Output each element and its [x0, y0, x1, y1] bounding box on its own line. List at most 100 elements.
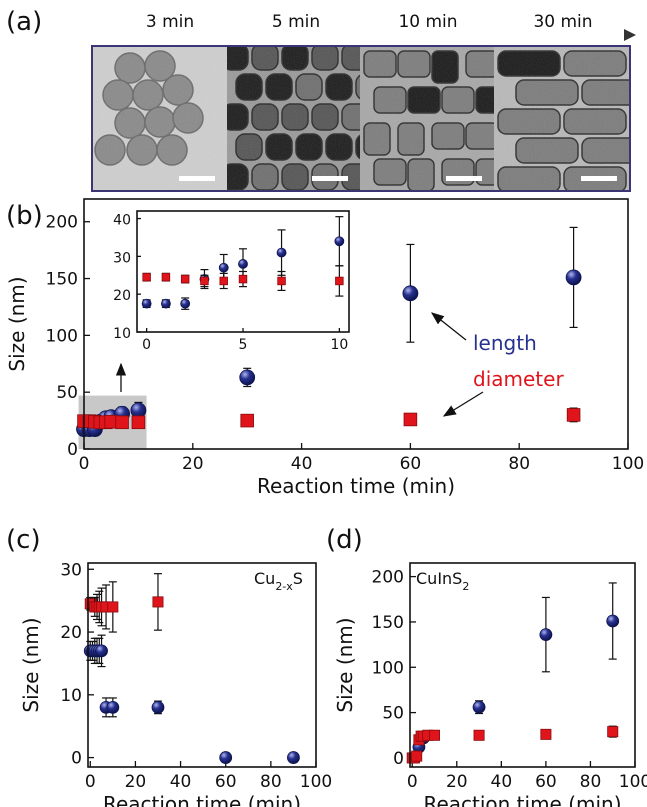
length-arrow: [430, 312, 467, 341]
data-point-diameter: [240, 413, 254, 428]
panel-c: (c) 0 20 40 60 80 100 0 10 20 30 Reaction time (mi…: [6, 525, 332, 807]
data-point-length: [402, 285, 419, 302]
series-diameter: [77, 407, 581, 430]
chart-c: 0 20 40 60 80 100 0 10 20 30 Reaction time (min) Si…: [19, 560, 332, 807]
data-point-length: [106, 700, 120, 714]
plot-frame: [136, 210, 350, 333]
x-tick-label: 100: [619, 772, 647, 792]
data-point-diameter: [131, 415, 146, 430]
corner-label-c: Cu2-xS: [254, 569, 303, 593]
y-tick-label: 20: [60, 623, 82, 643]
y-tick-label: 150: [46, 270, 78, 290]
panel-label-a: (a): [6, 7, 42, 37]
corner-label-d: CuInS2: [416, 569, 469, 593]
data-point-length: [606, 614, 620, 628]
y-tick-label: 10: [113, 326, 131, 342]
series-diameter: [142, 265, 344, 297]
x-tick-label: 80: [580, 772, 602, 792]
y-tick-label: 20: [113, 288, 131, 304]
series-length: [83, 634, 300, 764]
x-tick-label: 40: [491, 772, 513, 792]
diameter-arrow: [442, 391, 484, 417]
data-point-diameter: [411, 750, 423, 762]
data-point-diameter: [142, 272, 151, 282]
x-tick-label: 0: [79, 454, 90, 474]
plot-frame: [409, 562, 636, 768]
y-tick-label: 50: [56, 383, 78, 403]
x-tick-label: 60: [400, 454, 422, 474]
y-tick-label: 10: [60, 686, 82, 706]
annotation-length: length: [473, 331, 537, 355]
data-point-diameter: [566, 408, 581, 422]
x-tick-label: 80: [508, 454, 530, 474]
tem-image-strip: [93, 47, 629, 190]
tem-image-2: [227, 47, 360, 190]
annotation-diameter: diameter: [473, 367, 564, 391]
data-point-diameter: [540, 728, 552, 740]
tem-image-3: [360, 47, 494, 190]
data-point-length: [180, 298, 191, 309]
tem-image-1: [93, 47, 227, 190]
data-point-length: [151, 700, 165, 714]
data-point-length: [334, 236, 345, 247]
x-tick-label: 20: [446, 772, 468, 792]
data-point-diameter: [335, 276, 344, 286]
panel-a: (a) 3 min 5 min 10 min 30 min: [6, 7, 636, 192]
time-arrow-head-icon: [624, 29, 636, 41]
y-tick-label: 200: [46, 213, 78, 233]
x-tick-label: 80: [260, 772, 282, 792]
y-tick-label: 100: [372, 658, 404, 678]
data-point-diameter: [107, 601, 119, 613]
plot-frame: [87, 562, 317, 768]
series-diameter: [84, 573, 164, 633]
time-label-3min: 3 min: [146, 12, 194, 32]
x-axis-title: Reaction time (min): [103, 792, 301, 807]
data-point-length: [472, 700, 486, 714]
x-tick-label: 40: [291, 454, 313, 474]
scale-bar: [446, 176, 482, 181]
x-tick-label: 60: [535, 772, 557, 792]
data-point-diameter: [115, 415, 129, 430]
y-tick-label: 30: [60, 560, 82, 580]
plot-frame: [83, 198, 629, 450]
y-tick-label: 150: [372, 613, 404, 633]
y-tick-label: 40: [113, 213, 131, 229]
panel-label-c: (c): [6, 525, 41, 555]
data-point-diameter: [403, 412, 418, 427]
time-label-5min: 5 min: [272, 12, 320, 32]
panel-d: (d) 0 20 40 60 80 100 0 50 100 150 200 Reaction tim…: [326, 525, 647, 807]
y-axis-title: Size (nm): [333, 617, 357, 712]
x-tick-label: 40: [170, 772, 192, 792]
data-point-diameter: [473, 729, 485, 741]
data-point-length: [565, 269, 582, 286]
time-label-30min: 30 min: [533, 12, 592, 32]
x-axis-title: Reaction time (min): [423, 792, 621, 807]
y-tick-label: 50: [382, 704, 404, 724]
data-point-diameter: [180, 274, 190, 284]
series-length: [412, 582, 620, 754]
data-point-length: [239, 369, 256, 386]
data-point-diameter: [607, 726, 619, 738]
panel-label-d: (d): [326, 525, 363, 555]
x-tick-label: 100: [612, 454, 644, 474]
x-tick-label: 100: [300, 772, 332, 792]
x-tick-label: 10: [330, 337, 348, 353]
chart-b-inset: 0 5 10 10 20 30 40: [113, 210, 350, 353]
data-point-length: [287, 751, 300, 764]
data-point-diameter: [161, 272, 171, 282]
data-point-length: [219, 751, 233, 764]
y-tick-label: 100: [46, 326, 78, 346]
x-tick-label: 0: [142, 337, 151, 353]
data-point-length: [238, 259, 248, 269]
x-tick-label: 0: [85, 772, 96, 792]
time-label-10min: 10 min: [398, 12, 457, 32]
x-tick-label: 60: [215, 772, 237, 792]
data-point-diameter: [277, 276, 286, 286]
data-point-length: [161, 298, 171, 309]
x-tick-label: 5: [239, 337, 248, 353]
data-point-diameter: [219, 276, 228, 286]
y-axis-title: Size (nm): [19, 617, 43, 712]
